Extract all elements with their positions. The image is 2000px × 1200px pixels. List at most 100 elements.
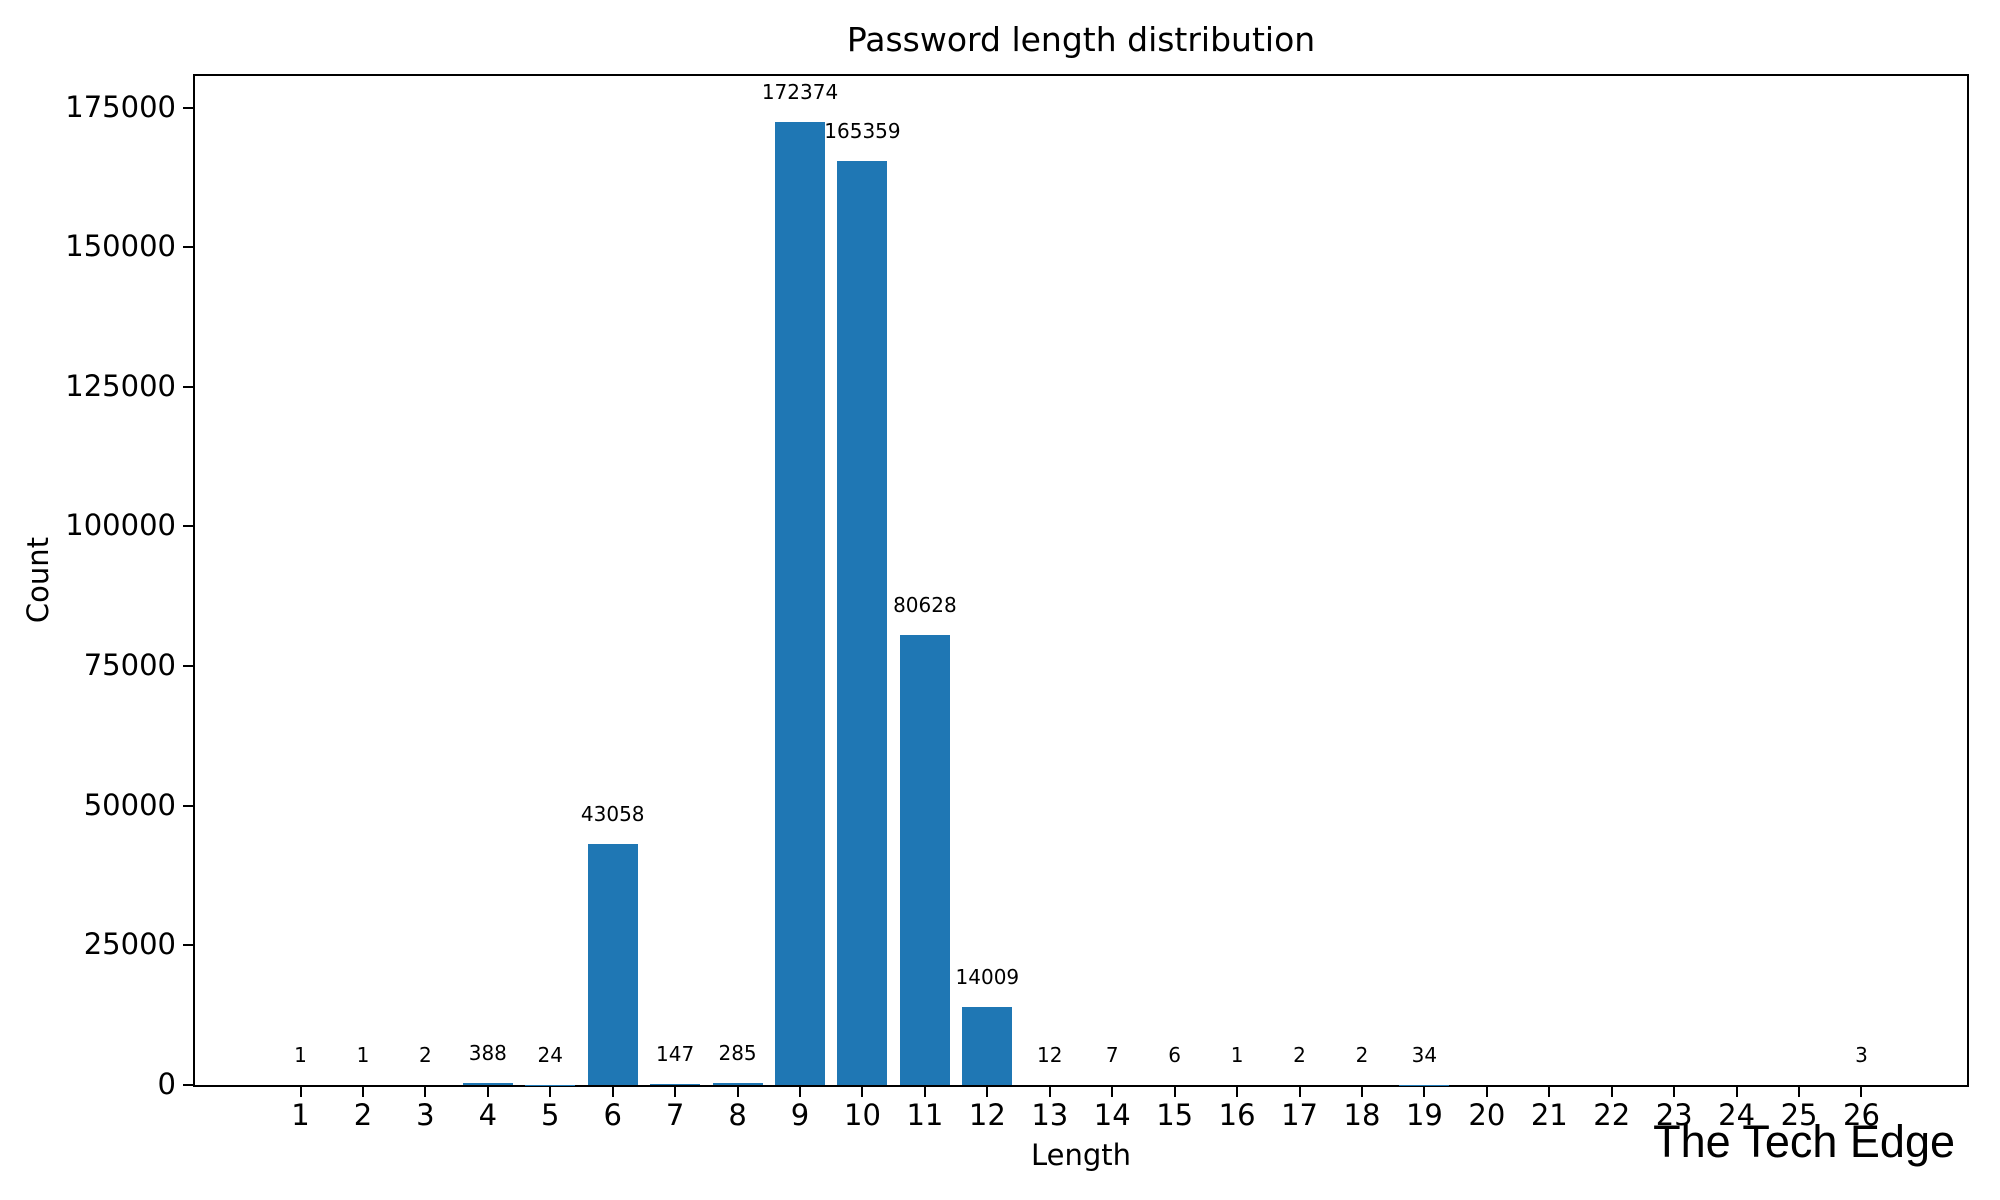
x-tick-label: 19 (1405, 1098, 1443, 1132)
y-tick (183, 804, 193, 807)
x-tick (611, 1087, 614, 1097)
y-axis-title: Count (21, 536, 55, 624)
x-tick-label: 17 (1281, 1098, 1318, 1132)
x-tick-label: 5 (541, 1098, 560, 1132)
y-tick (183, 1084, 193, 1086)
bar-value-label: 172374 (761, 80, 839, 105)
y-tick (183, 385, 193, 388)
x-tick-label: 2 (353, 1098, 373, 1132)
bar-value-label: 12 (1037, 1042, 1063, 1067)
x-tick (1048, 1087, 1051, 1097)
x-tick-label: 12 (968, 1098, 1006, 1132)
bar-value-label: 147 (656, 1042, 695, 1067)
y-tick (183, 665, 193, 668)
bar-value-label: 14009 (955, 964, 1020, 989)
bar-value-label: 1 (356, 1042, 370, 1067)
bar-value-label: 1 (1230, 1042, 1244, 1067)
x-tick-label: 7 (665, 1098, 685, 1132)
x-tick (1298, 1087, 1301, 1097)
x-tick (424, 1087, 427, 1097)
x-tick-label: 6 (603, 1098, 622, 1132)
bar (837, 161, 888, 1085)
x-tick-label: 15 (1156, 1098, 1194, 1132)
x-tick (986, 1087, 989, 1097)
y-tick (183, 525, 193, 528)
x-tick (299, 1087, 302, 1097)
x-tick-label: 1 (291, 1098, 310, 1132)
y-tick-label: 0 (157, 1067, 176, 1101)
y-tick (183, 944, 193, 947)
bar-value-label: 24 (537, 1042, 563, 1067)
x-tick (1485, 1087, 1488, 1097)
bar (462, 1082, 513, 1085)
x-tick (1360, 1087, 1363, 1097)
x-tick (923, 1087, 926, 1097)
y-tick-label: 150000 (65, 229, 176, 264)
x-tick-label: 13 (1031, 1098, 1069, 1132)
x-tick (1860, 1087, 1863, 1097)
x-tick (674, 1087, 677, 1097)
y-tick-label: 125000 (65, 368, 176, 403)
x-tick (1610, 1087, 1613, 1097)
x-tick (1236, 1087, 1239, 1097)
x-tick (1673, 1087, 1676, 1097)
bar-value-label: 80628 (893, 592, 957, 617)
bar (650, 1084, 701, 1085)
y-tick-label: 25000 (83, 927, 176, 962)
bar-value-label: 2 (419, 1042, 432, 1067)
x-tick (1735, 1087, 1738, 1097)
x-tick-label: 4 (478, 1098, 498, 1132)
bar (899, 634, 950, 1085)
x-tick-label: 24 (1718, 1098, 1756, 1132)
bar (775, 122, 825, 1085)
x-tick (799, 1087, 802, 1097)
x-tick-label: 21 (1530, 1098, 1568, 1132)
x-axis-title: Length (1030, 1138, 1132, 1172)
x-tick-label: 22 (1593, 1098, 1631, 1132)
x-tick (736, 1087, 739, 1097)
bar-value-label: 3 (1855, 1042, 1868, 1067)
x-tick-label: 11 (906, 1098, 944, 1132)
y-tick-label: 50000 (83, 787, 176, 822)
x-tick-label: 10 (844, 1098, 881, 1132)
bar (962, 1006, 1013, 1085)
bar-value-label: 6 (1168, 1042, 1182, 1067)
bar (712, 1083, 763, 1085)
x-tick-label: 9 (790, 1098, 810, 1132)
x-tick-label: 23 (1655, 1098, 1693, 1132)
x-tick (361, 1087, 364, 1097)
x-tick-label: 18 (1343, 1098, 1381, 1132)
x-tick (1111, 1087, 1114, 1097)
x-tick (1173, 1087, 1176, 1097)
x-tick-label: 16 (1218, 1098, 1256, 1132)
x-tick (1423, 1087, 1426, 1097)
watermark-text: The Tech Edge (1653, 1116, 1955, 1167)
bar (587, 844, 638, 1085)
x-tick-label: 8 (728, 1098, 747, 1132)
y-tick (183, 246, 193, 249)
x-tick-label: 25 (1780, 1098, 1818, 1132)
y-tick-label: 175000 (65, 89, 176, 124)
plot-area (193, 74, 1969, 1087)
bar-value-label: 1 (294, 1042, 307, 1067)
x-tick (1548, 1087, 1551, 1097)
bar-value-label: 388 (468, 1040, 507, 1065)
bar-value-label: 43058 (580, 802, 645, 827)
y-tick-label: 100000 (65, 508, 176, 543)
x-tick-label: 26 (1843, 1098, 1880, 1132)
y-tick-label: 75000 (83, 648, 176, 683)
x-tick (549, 1087, 552, 1097)
bar-value-label: 7 (1105, 1042, 1119, 1067)
bar-value-label: 165359 (824, 119, 901, 144)
x-tick-label: 14 (1093, 1098, 1131, 1132)
x-tick-label: 3 (416, 1098, 435, 1132)
x-tick (861, 1087, 864, 1097)
y-tick (183, 106, 193, 109)
bar-value-label: 285 (718, 1041, 757, 1066)
bar-value-label: 2 (1355, 1042, 1369, 1067)
bar-value-label: 34 (1411, 1042, 1438, 1067)
chart-title: Password length distribution (846, 20, 1316, 59)
bar-value-label: 2 (1293, 1042, 1306, 1067)
x-tick (486, 1087, 489, 1097)
